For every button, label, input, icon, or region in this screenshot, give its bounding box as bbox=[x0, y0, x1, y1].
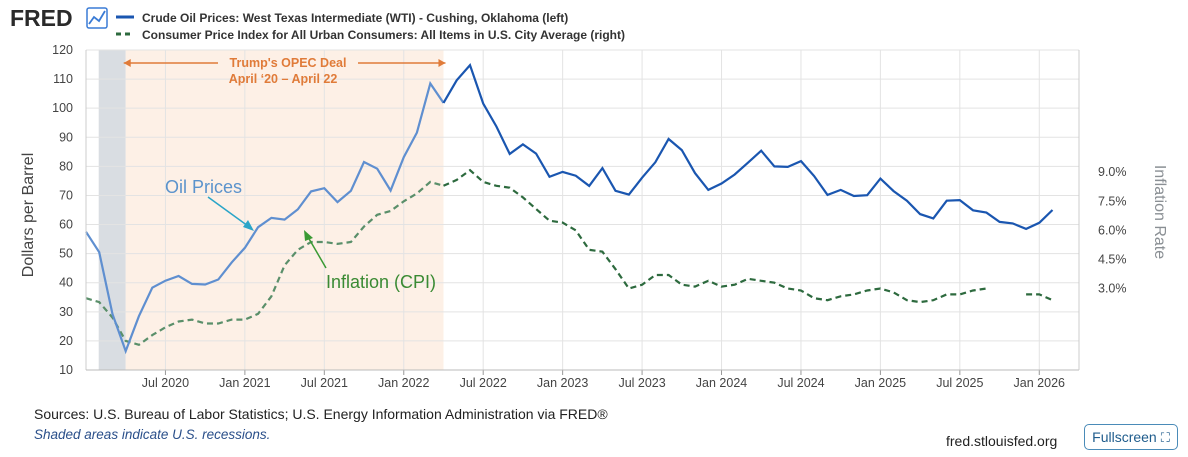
sources-note: Sources: U.S. Bureau of Labor Statistics… bbox=[34, 406, 608, 422]
y-tick-left: 20 bbox=[59, 334, 73, 348]
y-tick-left: 120 bbox=[52, 43, 73, 57]
x-tick-label: Jan 2023 bbox=[537, 376, 588, 390]
cpi-line bbox=[1026, 293, 1053, 302]
y-tick-left: 50 bbox=[59, 247, 73, 261]
site-url[interactable]: fred.stlouisfed.org bbox=[946, 433, 1058, 449]
deal-range: April ‘20 – April 22 bbox=[229, 72, 338, 86]
deal-arrowhead-left bbox=[123, 59, 131, 67]
recession-shade bbox=[98, 50, 126, 370]
y-tick-left: 90 bbox=[59, 130, 73, 144]
y-tick-left: 80 bbox=[59, 159, 73, 173]
y-tick-right: 6.0% bbox=[1098, 223, 1127, 237]
oil-label-arrow bbox=[207, 196, 249, 227]
opec-deal-shade bbox=[125, 50, 444, 370]
oil-line bbox=[442, 62, 1054, 231]
y-tick-right: 9.0% bbox=[1098, 165, 1127, 179]
x-tick-label: Jul 2024 bbox=[777, 376, 824, 390]
y-tick-left: 60 bbox=[59, 218, 73, 232]
legend-cpi-label: Consumer Price Index for All Urban Consu… bbox=[142, 28, 625, 42]
fullscreen-icon: ⛶ bbox=[1160, 429, 1170, 445]
line-chart-icon bbox=[86, 7, 108, 29]
deal-title: Trump's OPEC Deal bbox=[230, 56, 347, 70]
cpi-line-annotated bbox=[85, 180, 444, 347]
y-tick-left: 40 bbox=[59, 276, 73, 290]
y-tick-left: 70 bbox=[59, 188, 73, 202]
y-tick-right: 7.5% bbox=[1098, 194, 1127, 208]
fullscreen-button[interactable]: Fullscreen ⛶ bbox=[1084, 424, 1178, 450]
x-tick-label: Jan 2024 bbox=[696, 376, 747, 390]
cpi-label-arrow bbox=[307, 236, 327, 269]
x-tick-label: Jan 2021 bbox=[219, 376, 270, 390]
y-axis-left-title: Dollars per Barrel bbox=[20, 153, 37, 277]
oil-prices-label: Oil Prices bbox=[165, 177, 242, 197]
inflation-label: Inflation (CPI) bbox=[326, 272, 436, 292]
y-tick-left: 110 bbox=[53, 72, 73, 86]
y-axis-right-title: Inflation Rate bbox=[1151, 165, 1168, 259]
y-tick-right: 3.0% bbox=[1098, 282, 1127, 296]
y-tick-left: 10 bbox=[59, 363, 73, 377]
x-tick-label: Jan 2026 bbox=[1014, 376, 1065, 390]
x-tick-label: Jan 2022 bbox=[378, 376, 429, 390]
y-tick-left: 100 bbox=[52, 101, 73, 115]
x-tick-label: Jul 2022 bbox=[460, 376, 507, 390]
x-tick-label: Jul 2023 bbox=[618, 376, 665, 390]
oil-label-arrowhead bbox=[243, 220, 254, 231]
legend-oil-label: Crude Oil Prices: West Texas Intermediat… bbox=[142, 11, 568, 25]
x-tick-label: Jan 2025 bbox=[855, 376, 906, 390]
x-tick-label: Jul 2025 bbox=[936, 376, 983, 390]
x-tick-label: Jul 2021 bbox=[301, 376, 348, 390]
recession-note: Shaded areas indicate U.S. recessions. bbox=[34, 427, 271, 442]
oil-line-annotated bbox=[85, 80, 445, 355]
deal-arrowhead-right bbox=[438, 59, 446, 67]
y-tick-left: 30 bbox=[59, 305, 73, 319]
cpi-line bbox=[443, 168, 987, 304]
cpi-label-arrowhead bbox=[304, 230, 313, 241]
y-tick-right: 4.5% bbox=[1098, 252, 1127, 266]
x-tick-label: Jul 2020 bbox=[142, 376, 189, 390]
fred-logo[interactable]: FRED bbox=[10, 5, 73, 31]
fullscreen-label: Fullscreen bbox=[1092, 429, 1157, 445]
